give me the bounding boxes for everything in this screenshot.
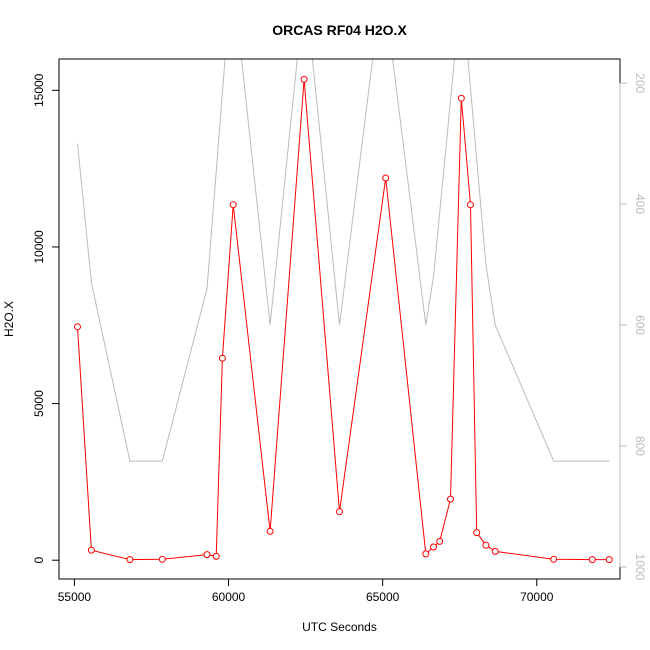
- data-point: [422, 550, 430, 558]
- data-point: [229, 201, 237, 209]
- right-y-tick-label: 600: [633, 315, 647, 335]
- data-point: [447, 495, 454, 503]
- x-tick-label: 70000: [520, 590, 554, 604]
- x-tick-label: 60000: [212, 590, 246, 604]
- data-point: [491, 547, 499, 555]
- data-point: [300, 75, 308, 83]
- y-tick-label: 0: [32, 557, 46, 564]
- chart-title: ORCAS RF04 H2O.X: [272, 22, 407, 38]
- data-point: [436, 537, 444, 545]
- data-point: [430, 543, 437, 551]
- x-axis-label: UTC Seconds: [302, 620, 377, 634]
- data-point: [212, 552, 220, 560]
- data-point: [382, 174, 390, 182]
- data-point: [550, 555, 558, 563]
- data-point: [87, 546, 95, 554]
- right-y-tick-label: 400: [633, 194, 647, 214]
- data-point: [158, 555, 166, 563]
- y-axis-label: H2O.X: [2, 301, 16, 337]
- series-line-right-axis: [77, 59, 610, 462]
- x-axis: 55000 60000 65000 70000: [58, 578, 554, 604]
- right-y-axis: 200 400 600 800 1000: [619, 73, 647, 581]
- data-point: [266, 527, 274, 535]
- y-axis: 0 5000 10000 15000: [32, 73, 60, 564]
- data-point: [74, 323, 81, 331]
- x-tick-label: 65000: [366, 590, 400, 604]
- data-point: [218, 354, 226, 362]
- y-tick-label: 5000: [32, 390, 46, 417]
- x-tick-label: 55000: [58, 590, 92, 604]
- data-point: [336, 508, 343, 516]
- data-point: [588, 556, 596, 564]
- data-point: [605, 556, 613, 564]
- right-y-tick-label: 1000: [633, 554, 647, 581]
- right-series-layer: [77, 59, 610, 462]
- right-y-tick-label: 800: [633, 436, 647, 456]
- data-point: [482, 541, 490, 549]
- data-point: [473, 529, 481, 537]
- left-series-layer: [74, 75, 613, 564]
- data-point: [457, 94, 465, 102]
- data-point: [203, 551, 211, 559]
- data-point: [467, 201, 474, 209]
- y-tick-label: 15000: [32, 73, 46, 107]
- right-y-tick-label: 200: [633, 73, 647, 93]
- data-point: [126, 556, 134, 564]
- y-tick-label: 10000: [32, 230, 46, 264]
